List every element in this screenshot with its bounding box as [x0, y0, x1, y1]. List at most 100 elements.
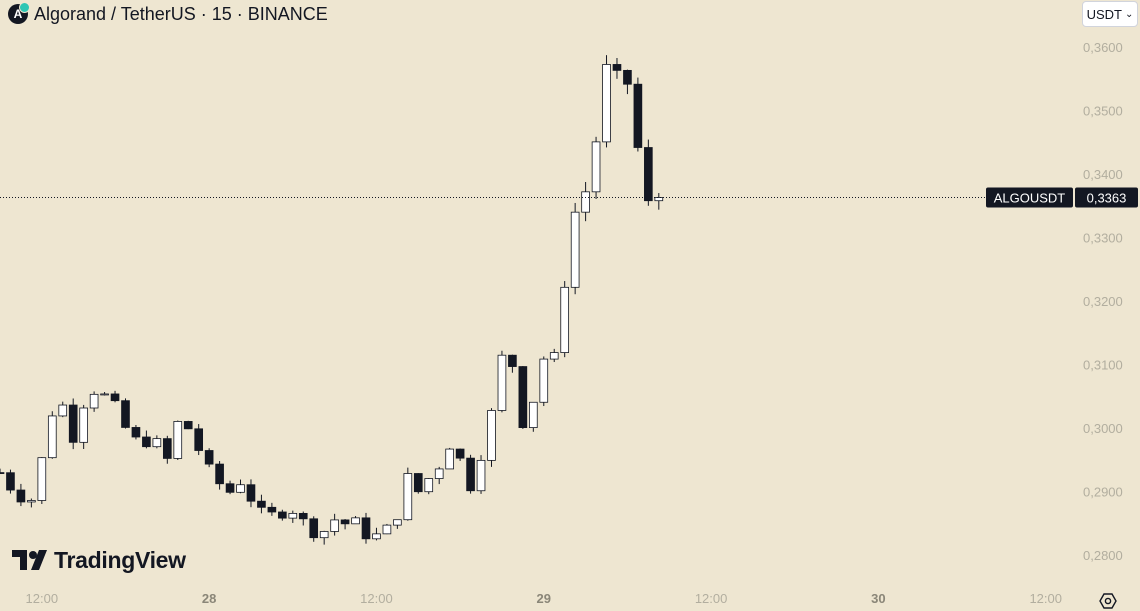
candle-down: [361, 517, 371, 540]
chart-header: A Algorand / TetherUS · 15 · BINANCE: [8, 2, 328, 25]
price-tick-label: 0,2800: [1083, 548, 1123, 563]
candle-up: [236, 484, 245, 493]
price-label-bg: [1075, 187, 1138, 208]
candle-down: [215, 463, 224, 485]
candle-down: [225, 483, 235, 493]
price-tick-label: 0,3400: [1083, 167, 1123, 182]
candle-down: [298, 512, 308, 520]
currency-selector-button[interactable]: USDT ⌄: [1082, 1, 1138, 27]
price-tick-label: 0,3300: [1083, 231, 1123, 246]
candle-up: [602, 64, 611, 143]
tradingview-wordmark: TradingView: [54, 546, 186, 573]
candle-up: [539, 358, 549, 403]
candle-up: [393, 519, 402, 526]
price-tick-label: 0,3100: [1083, 358, 1123, 373]
candle-up: [330, 519, 339, 532]
tradingview-logo-icon: [12, 550, 47, 570]
candle-down: [623, 69, 632, 85]
candle-down: [131, 427, 141, 438]
time-axis[interactable]: 12:00 28 12:00 29 12:00 30 12:00: [26, 591, 1062, 606]
candle-down: [142, 436, 151, 448]
candle-up: [351, 517, 360, 525]
price-tick-label: 0,3500: [1083, 104, 1123, 119]
candle-up: [403, 473, 413, 521]
candle-up: [79, 407, 88, 443]
time-tick-label: 12:00: [360, 591, 393, 606]
candle-up: [173, 421, 183, 459]
candle-up: [528, 401, 538, 428]
time-tick-label: 12:00: [1029, 591, 1062, 606]
candle-down: [278, 511, 287, 519]
candle-up: [152, 438, 162, 448]
candle-up: [27, 500, 36, 503]
candle-down: [518, 366, 528, 428]
candle-down: [194, 428, 204, 451]
exchange-status-dot: [19, 2, 30, 13]
candle-down: [413, 473, 423, 493]
candle-down: [183, 421, 193, 430]
candle-up: [654, 197, 664, 202]
candle-up: [549, 352, 559, 360]
time-tick-label: 30: [871, 591, 885, 606]
candle-up: [497, 354, 507, 411]
candle-up: [570, 211, 580, 288]
price-tick-label: 0,3200: [1083, 294, 1123, 309]
candle-up: [58, 404, 68, 417]
candle-down: [633, 83, 643, 148]
symbol-label-bg: [986, 187, 1073, 208]
tradingview-branding[interactable]: TradingView: [12, 546, 186, 574]
candle-down: [466, 457, 475, 492]
time-tick-label: 29: [537, 591, 551, 606]
candle-down: [612, 64, 622, 71]
price-tick-label: 0,3600: [1083, 40, 1123, 55]
candle-down: [644, 147, 653, 202]
last-price-label: ALGOUSDT 0,3363: [986, 187, 1138, 208]
candle-up: [288, 512, 298, 519]
settings-gear-glyph: [1099, 593, 1117, 609]
candle-down: [6, 472, 15, 491]
candle-down: [204, 450, 214, 465]
candle-up: [382, 524, 392, 535]
candle-down: [110, 393, 120, 402]
settings-gear-icon[interactable]: [1098, 591, 1118, 611]
candle-up: [560, 286, 570, 353]
time-tick-label: 28: [202, 591, 216, 606]
candle-down: [246, 484, 256, 502]
algorand-logo-icon: A: [8, 2, 30, 24]
candle-up: [434, 468, 444, 479]
candle-up: [319, 531, 329, 539]
candle-down: [162, 438, 172, 459]
time-tick-label: 12:00: [695, 591, 728, 606]
candle-down: [257, 500, 266, 508]
chevron-down-icon: ⌄: [1125, 8, 1134, 20]
algorand-logo-glyph: A: [13, 7, 23, 21]
candle-down: [267, 506, 277, 513]
candle-up: [445, 448, 454, 470]
candle-up: [89, 393, 99, 409]
candle-up: [476, 459, 486, 492]
candle-down: [340, 519, 350, 525]
candles-layer: [0, 55, 664, 545]
candle-up: [581, 191, 590, 213]
candle-down: [16, 489, 26, 503]
symbol-title[interactable]: Algorand / TetherUS · 15 · BINANCE: [34, 3, 328, 24]
price-label-text: 0,3363: [1087, 191, 1127, 206]
time-tick-label: 12:00: [26, 591, 59, 606]
candle-down: [0, 472, 5, 474]
candle-down: [68, 404, 78, 443]
candle-up: [424, 478, 434, 493]
candle-down: [309, 518, 319, 539]
currency-label: USDT: [1086, 6, 1122, 22]
symbol-label-text: ALGOUSDT: [994, 191, 1066, 206]
candle-up: [591, 141, 601, 193]
candle-down: [508, 354, 517, 367]
candle-up: [372, 533, 381, 540]
candle-down: [455, 448, 465, 459]
price-axis[interactable]: 0,3600 0,3500 0,3400 0,3300 0,3200 0,3100 0,30…: [1083, 40, 1123, 563]
candle-up: [487, 410, 496, 461]
price-tick-label: 0,3000: [1083, 421, 1123, 436]
candle-up: [100, 393, 109, 396]
candle-up: [37, 457, 47, 501]
price-tick-label: 0,2900: [1083, 485, 1123, 500]
